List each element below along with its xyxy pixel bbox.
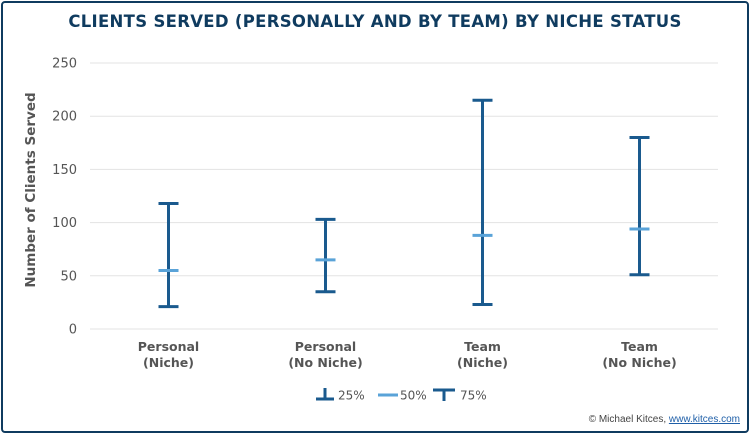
category-label-2-line2: (No Niche) [288,355,362,370]
legend-25: 25% [316,388,365,403]
y-tick-0: 0 [69,323,77,338]
legend-75: 75% [433,388,487,403]
chart-title: CLIENTS SERVED (PERSONALLY AND BY TEAM) … [68,12,682,31]
credit-prefix: © Michael Kitces, [588,414,669,425]
credit: © Michael Kitces, www.kitces.com [589,414,740,425]
legend-25-label: 25% [338,389,365,403]
category-labels: Personal(Niche)Personal(No Niche)Team(Ni… [138,339,677,370]
legend-50: 50% [378,389,427,403]
legend-75-label: 75% [460,389,487,403]
y-tick-100: 100 [52,216,77,231]
credit-link[interactable]: www.kitces.com [668,414,740,425]
legend: 25% 50% 75% [316,388,487,403]
category-label-1-line2: (Niche) [143,355,194,370]
y-tick-50: 50 [60,269,77,284]
y-tick-200: 200 [52,110,77,125]
y-tick-150: 150 [52,163,77,178]
y-axis-label: Number of Clients Served [23,92,39,287]
category-label-2-line1: Personal [295,339,356,354]
y-tick-250: 250 [52,57,77,72]
category-label-3-line2: (Niche) [457,355,508,370]
legend-50-label: 50% [400,389,427,403]
category-label-3-line1: Team [464,339,501,354]
gridlines [90,62,718,330]
category-label-4-line1: Team [621,339,658,354]
category-label-4-line2: (No Niche) [602,355,676,370]
range-marks [158,98,650,309]
y-tick-labels: 0 50 100 150 200 250 [52,57,77,338]
category-label-1-line1: Personal [138,339,199,354]
